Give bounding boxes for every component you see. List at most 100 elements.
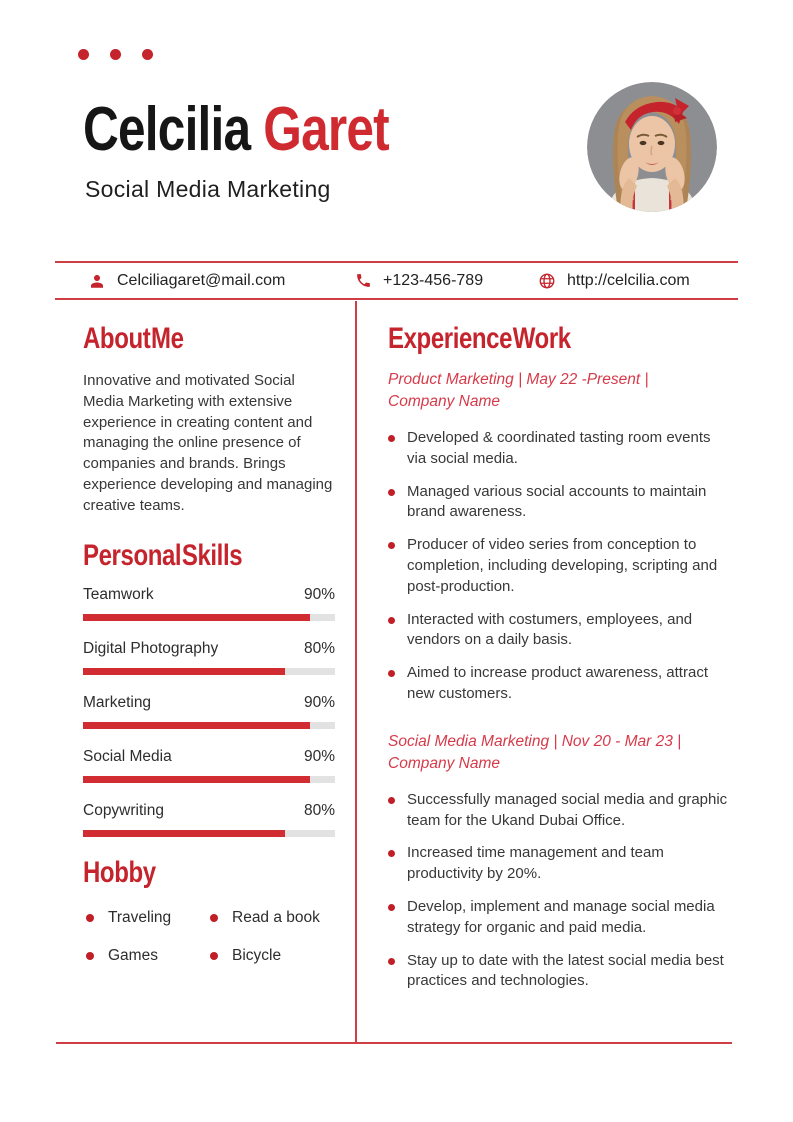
skill-row: Teamwork 90%: [83, 586, 335, 621]
profile-photo: [587, 82, 717, 212]
right-column: Experience Work Product Marketing | May …: [388, 322, 728, 1004]
bullet-icon: [86, 951, 94, 960]
job-bullet-text: Interacted with costumers, employees, an…: [407, 610, 693, 649]
experience-heading: Experience Work: [388, 322, 571, 355]
hobby-label: Games: [108, 946, 158, 964]
phone-link[interactable]: +123-456-789: [383, 271, 484, 289]
contact-website: http://celcilia.com: [538, 263, 690, 298]
about-heading: About Me: [83, 322, 184, 355]
hobby-section: Hobby Traveling Read a book Games Bicycle: [83, 856, 335, 965]
hobby-item: Traveling: [86, 909, 210, 927]
contact-phone: +123-456-789: [355, 263, 483, 298]
skill-bar-fill: [83, 721, 310, 729]
bottom-rule: [56, 1042, 732, 1044]
bullet-icon: [388, 488, 395, 496]
skill-label: Social Media: [83, 747, 172, 765]
skill-label: Digital Photography: [83, 639, 219, 657]
job-title: Social Media Marketing | Nov 20 - Mar 23…: [388, 732, 682, 772]
contact-bar: Celciliagaret@mail.com +123-456-789 http…: [55, 261, 738, 300]
bullet-icon: [388, 616, 395, 624]
job-bullet-text: Increased time management and team produ…: [407, 844, 664, 883]
skill-bar: [83, 613, 335, 621]
person-last-name: Garet: [263, 95, 389, 164]
phone-icon: [357, 274, 370, 287]
skill-percent: 80%: [303, 801, 335, 819]
skill-label: Marketing: [83, 693, 152, 711]
job-bullet: Develop, implement and manage social med…: [388, 897, 728, 939]
portrait-illustration: [587, 82, 717, 212]
skill-row: Digital Photography 80%: [83, 640, 335, 675]
bullet-icon: [388, 796, 395, 804]
bullet-icon: [388, 435, 395, 442]
job-bullet: Aimed to increase product awareness, att…: [388, 663, 728, 705]
skill-label: Teamwork: [83, 585, 154, 603]
skill-row: Copywriting 80%: [83, 802, 335, 837]
job-bullet: Increased time management and team produ…: [388, 843, 728, 885]
skill-bar-fill: [83, 829, 285, 837]
hobby-label: Traveling: [108, 908, 172, 926]
dot-icon: [142, 49, 153, 60]
job-bullet-text: Producer of video series from conception…: [407, 536, 718, 595]
skill-bar: [83, 829, 335, 837]
hobby-item: Read a book: [210, 909, 335, 927]
job-bullet-text: Develop, implement and manage social med…: [407, 897, 715, 936]
bullet-icon: [388, 957, 395, 965]
job-bullet-list: Successfully managed social media and gr…: [388, 790, 728, 992]
about-text: Innovative and motivated Social Media Ma…: [83, 372, 333, 514]
bullet-icon: [86, 913, 94, 922]
website-link[interactable]: http://celcilia.com: [567, 271, 690, 289]
skill-bar-fill: [83, 613, 310, 621]
hobby-list: Traveling Read a book Games Bicycle: [83, 909, 335, 965]
skill-bar-fill: [83, 775, 310, 783]
skill-percent: 80%: [303, 639, 335, 657]
person-icon: [91, 274, 103, 288]
skill-label: Copywriting: [83, 801, 164, 819]
contact-email: Celciliagaret@mail.com: [88, 263, 285, 298]
skill-bar: [83, 775, 335, 783]
decorative-dots: [78, 49, 153, 60]
skills-list: Teamwork 90% Digital Photography 80% Marketi…: [83, 586, 335, 837]
job-title: Product Marketing | May 22 -Present | Co…: [388, 371, 649, 410]
job-bullet-text: Developed & coordinated tasting room eve…: [407, 429, 711, 467]
hobby-label: Read a book: [232, 908, 320, 926]
skill-bar: [83, 667, 335, 675]
skill-bar-fill: [83, 667, 285, 675]
job-bullet-text: Successfully managed social media and gr…: [407, 790, 728, 829]
left-column: About Me Innovative and motivated Social…: [83, 322, 335, 965]
hobby-heading: Hobby: [83, 855, 156, 889]
bullet-icon: [210, 913, 218, 922]
person-name: Celcilia Garet: [83, 97, 465, 162]
skill-row: Social Media 90%: [83, 748, 335, 783]
skill-percent: 90%: [303, 585, 335, 603]
skill-percent: 90%: [303, 747, 335, 765]
bullet-icon: [388, 542, 395, 550]
bullet-icon: [388, 670, 395, 678]
skills-heading: Personal Skills: [83, 538, 243, 572]
hobby-item: Games: [86, 947, 210, 965]
job-bullet: Producer of video series from conception…: [388, 535, 728, 597]
skill-percent: 90%: [303, 693, 335, 711]
email-link[interactable]: Celciliagaret@mail.com: [117, 271, 286, 289]
job-bullet: Managed various social accounts to maint…: [388, 482, 728, 524]
dot-icon: [110, 49, 121, 60]
skills-section: Personal Skills Teamwork 90% Digital Photo…: [83, 539, 335, 837]
job-bullet-text: Aimed to increase product awareness, att…: [407, 664, 708, 702]
experience-jobs: Product Marketing | May 22 -Present | Co…: [388, 369, 728, 992]
job-bullet: Interacted with costumers, employees, an…: [388, 610, 728, 652]
person-first-name: Celcilia: [83, 95, 251, 164]
bullet-icon: [388, 850, 395, 858]
skill-bar: [83, 721, 335, 729]
job-bullet-text: Managed various social accounts to maint…: [407, 482, 707, 521]
bullet-icon: [210, 951, 218, 960]
job-bullet: Stay up to date with the latest social m…: [388, 951, 728, 993]
hobby-label: Bicycle: [232, 946, 282, 964]
skill-row: Marketing 90%: [83, 694, 335, 729]
globe-icon: [539, 273, 555, 288]
person-role: Social Media Marketing: [85, 176, 331, 202]
job-bullet-text: Stay up to date with the latest social m…: [407, 951, 724, 990]
job-bullet: Successfully managed social media and gr…: [388, 790, 728, 832]
hobby-item: Bicycle: [210, 947, 335, 965]
dot-icon: [78, 49, 89, 60]
job-bullet: Developed & coordinated tasting room eve…: [388, 428, 728, 470]
job-entry: Product Marketing | May 22 -Present | Co…: [388, 369, 728, 705]
